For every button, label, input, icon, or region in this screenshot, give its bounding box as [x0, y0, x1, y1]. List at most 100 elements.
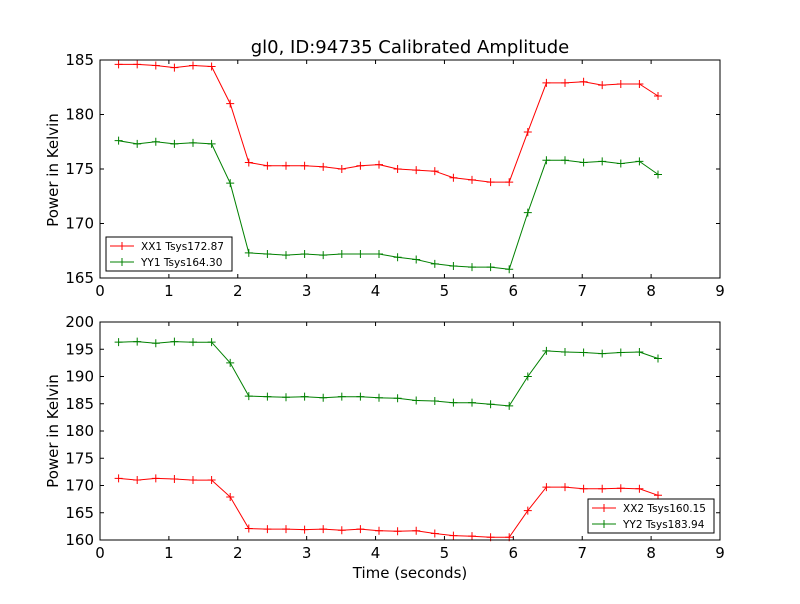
bottom-data-point-1	[226, 358, 235, 367]
top-data-point-1	[170, 139, 179, 148]
bottom-x-tick-label: 9	[715, 544, 725, 562]
top-x-tick-label: 5	[440, 282, 450, 300]
top-data-point-0	[170, 63, 179, 72]
top-data-point-0	[207, 62, 216, 71]
bottom-data-point-0	[282, 525, 290, 534]
top-data-point-0	[523, 127, 532, 136]
top-data-point-0	[151, 61, 160, 70]
top-data-point-0	[282, 161, 290, 170]
bottom-legend-marker-yy2	[600, 520, 608, 528]
top-y-tick-label: 165	[65, 269, 94, 287]
top-y-tick-label: 180	[65, 106, 94, 124]
top-data-point-0	[337, 165, 346, 173]
bottom-data-point-1	[337, 392, 346, 401]
bottom-y-tick-label: 165	[65, 504, 94, 522]
bottom-x-tick-label: 1	[164, 544, 174, 562]
bottom-legend: XX2 Tsys160.15 YY2 Tsys183.94	[587, 498, 715, 534]
top-data-point-1	[114, 136, 123, 145]
bottom-data-point-1	[654, 354, 662, 363]
top-data-point-1	[635, 157, 644, 166]
bottom-y-axis-label: Power in Kelvin	[44, 374, 62, 488]
bottom-data-point-0	[207, 476, 216, 485]
top-data-point-0	[244, 158, 253, 167]
top-data-point-0	[468, 175, 476, 184]
bottom-data-point-1	[616, 348, 625, 357]
top-data-point-1	[449, 262, 458, 271]
top-plot-panel: gl0, ID:94735 Calibrated Amplitude Power…	[44, 37, 725, 300]
top-y-tick-label: 175	[65, 160, 94, 178]
bottom-data-point-1	[505, 401, 514, 410]
bottom-data-point-1	[412, 396, 421, 405]
bottom-data-point-1	[449, 398, 458, 407]
bottom-y-tick-label: 160	[65, 531, 94, 549]
top-legend: XX1 Tsys172.87 YY1 Tsys164.30	[105, 236, 233, 272]
top-data-point-0	[412, 166, 421, 175]
bottom-data-point-1	[375, 393, 383, 402]
bottom-data-point-1	[244, 392, 253, 401]
top-x-tick-label: 0	[95, 282, 105, 300]
bottom-data-point-1	[114, 338, 123, 347]
top-data-point-0	[300, 161, 309, 170]
bottom-data-point-0	[114, 474, 123, 483]
top-data-point-0	[319, 162, 328, 171]
bottom-data-point-0	[189, 476, 197, 485]
bottom-plot-panel: Power in Kelvin Time (seconds) 0 1 2 3 4 5 6 7 8…	[44, 313, 725, 582]
bottom-data-point-0	[542, 483, 551, 492]
bottom-data-point-1	[561, 347, 569, 356]
top-data-point-1	[616, 159, 625, 168]
bottom-data-point-0	[133, 476, 142, 485]
top-data-point-1	[207, 139, 216, 148]
top-data-point-0	[189, 61, 197, 70]
top-x-tick-label: 3	[302, 282, 312, 300]
bottom-x-tick-label: 7	[577, 544, 587, 562]
bottom-x-tick-label: 4	[371, 544, 381, 562]
bottom-series-markers	[114, 337, 662, 542]
top-data-point-0	[356, 161, 365, 170]
bottom-data-point-1	[468, 398, 476, 407]
top-legend-marker-xx1	[118, 242, 126, 250]
top-data-point-0	[616, 79, 625, 88]
top-data-point-1	[523, 208, 532, 217]
top-data-point-0	[542, 78, 551, 87]
top-data-point-1	[542, 156, 551, 165]
top-data-point-0	[635, 79, 644, 88]
top-axis-ticks: 0 1 2 3 4 5 6 7 8 9 165 170 175 180 185	[65, 51, 724, 300]
bottom-data-point-0	[300, 525, 309, 534]
bottom-data-point-0	[226, 492, 235, 501]
top-data-point-1	[337, 250, 346, 259]
top-data-point-1	[300, 250, 309, 259]
bottom-data-point-1	[598, 349, 607, 358]
top-x-tick-label: 6	[509, 282, 519, 300]
bottom-plot-frame	[99, 321, 721, 541]
top-data-point-0	[654, 91, 662, 100]
bottom-data-point-0	[449, 531, 458, 540]
bottom-y-tick-label: 180	[65, 422, 94, 440]
top-data-point-1	[319, 251, 328, 260]
bottom-data-point-1	[282, 393, 290, 402]
top-data-point-0	[375, 160, 383, 169]
top-data-point-1	[356, 250, 365, 259]
bottom-axis-ticks: 0 1 2 3 4 5 6 7 8 9 160 165 170 175 180 185 190 195 200	[65, 313, 724, 562]
bottom-data-point-1	[189, 338, 197, 347]
bottom-data-point-0	[375, 526, 383, 535]
bottom-data-point-0	[579, 484, 588, 493]
bottom-legend-marker-xx2	[600, 504, 608, 512]
bottom-data-point-0	[151, 474, 160, 483]
bottom-data-point-0	[170, 474, 179, 483]
top-data-point-1	[505, 265, 514, 274]
bottom-y-tick-label: 200	[65, 313, 94, 331]
top-x-tick-label: 7	[577, 282, 587, 300]
bottom-y-tick-label: 185	[65, 395, 94, 413]
top-legend-label-xx1: XX1 Tsys172.87	[141, 241, 224, 253]
top-data-point-0	[263, 161, 272, 170]
top-data-point-0	[561, 78, 569, 87]
bottom-data-point-1	[579, 348, 588, 357]
bottom-legend-box	[587, 498, 715, 534]
top-x-tick-label: 8	[646, 282, 656, 300]
bottom-data-point-1	[263, 392, 272, 401]
bottom-x-axis-label: Time (seconds)	[352, 564, 468, 582]
bottom-data-point-1	[393, 394, 402, 403]
top-data-point-0	[226, 99, 235, 108]
bottom-data-point-1	[319, 393, 328, 402]
